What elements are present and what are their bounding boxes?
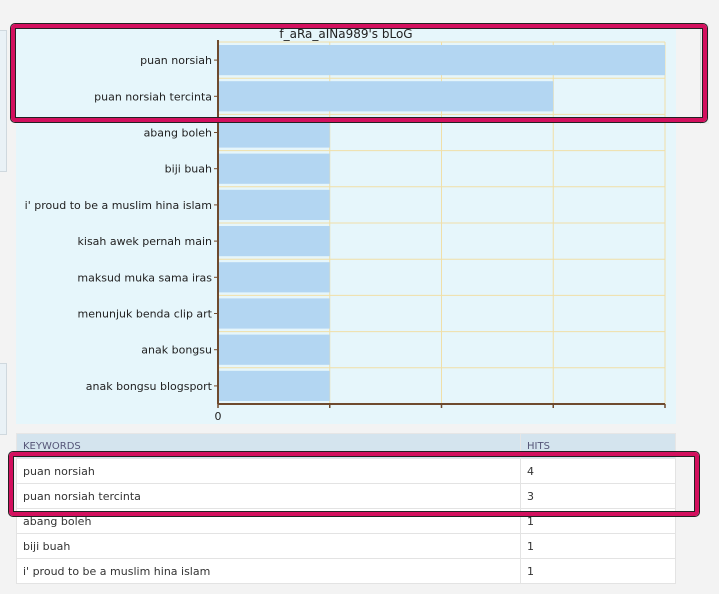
table-row: i' proud to be a muslim hina islam 1 bbox=[16, 558, 676, 584]
table-row: puan norsiah tercinta 3 bbox=[16, 483, 676, 509]
chart-title: f_aRa_aINa989's bLoG bbox=[279, 27, 413, 41]
bar bbox=[218, 334, 330, 365]
category-label: kisah awek pernah main bbox=[78, 235, 213, 248]
category-label: menunjuk benda clip art bbox=[78, 308, 213, 321]
category-label: maksud muka sama iras bbox=[77, 271, 212, 284]
bar bbox=[218, 262, 330, 293]
left-panel-fragment bbox=[0, 30, 7, 172]
chart-highlight-box bbox=[11, 24, 707, 122]
bar bbox=[218, 189, 330, 220]
category-label: puan norsiah bbox=[140, 54, 212, 67]
bar bbox=[218, 226, 330, 257]
left-panel-fragment bbox=[0, 363, 7, 435]
category-label: biji buah bbox=[165, 163, 212, 176]
keyword-cell: puan norsiah bbox=[16, 458, 521, 484]
keyword-cell: puan norsiah tercinta bbox=[16, 483, 521, 509]
bar bbox=[218, 45, 665, 76]
bar bbox=[218, 370, 330, 401]
bar bbox=[218, 81, 554, 112]
category-label: anak bongsu blogsport bbox=[86, 380, 213, 393]
hits-cell: 1 bbox=[520, 533, 676, 559]
category-label: i' proud to be a muslim hina islam bbox=[25, 199, 212, 212]
table-row: puan norsiah 4 bbox=[16, 458, 676, 484]
keyword-cell: biji buah bbox=[16, 533, 521, 559]
hits-cell: 1 bbox=[520, 558, 676, 584]
table-row: biji buah 1 bbox=[16, 533, 676, 559]
keyword-bar-chart: puan norsiah puan norsiah tercinta abang b… bbox=[25, 40, 666, 423]
bar bbox=[218, 153, 330, 184]
x-tick-label: 0 bbox=[215, 410, 222, 423]
category-label: abang boleh bbox=[144, 127, 212, 140]
bar bbox=[218, 298, 330, 329]
hits-cell: 3 bbox=[520, 483, 676, 509]
category-label: anak bongsu bbox=[141, 344, 212, 357]
category-label: puan norsiah tercinta bbox=[94, 90, 212, 103]
table-highlight-box bbox=[9, 452, 699, 516]
keyword-cell: i' proud to be a muslim hina islam bbox=[16, 558, 521, 584]
hits-cell: 4 bbox=[520, 458, 676, 484]
bar bbox=[218, 117, 330, 148]
